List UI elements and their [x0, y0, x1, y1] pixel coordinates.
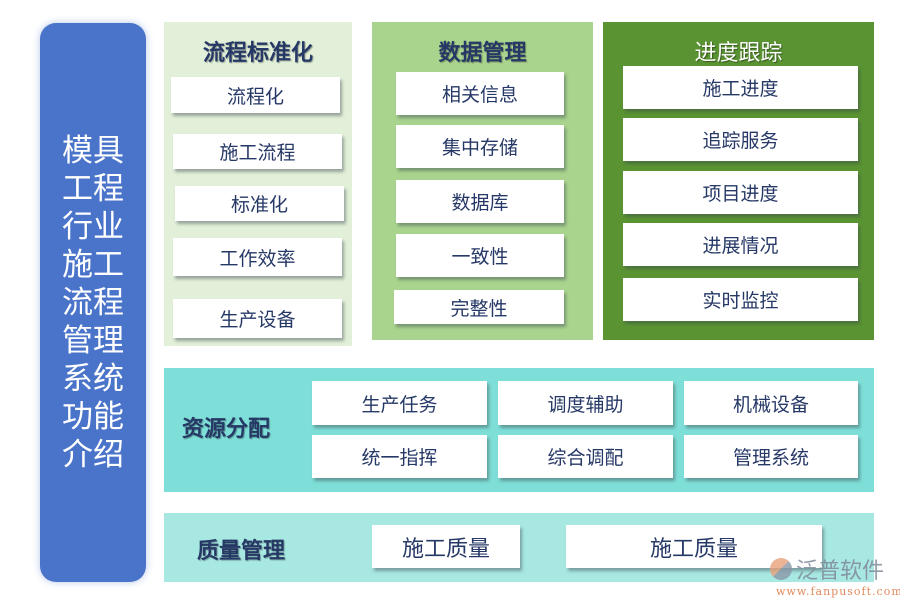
- watermark-brand: 泛普软件: [796, 559, 885, 584]
- system-title-bar: 模具工程行业施工流程管理系统功能介绍: [40, 23, 146, 582]
- resource-item: 生产任务: [312, 381, 487, 425]
- process-item: 标准化: [175, 186, 344, 221]
- process-title: 流程标准化: [202, 40, 313, 66]
- quality-title: 质量管理: [197, 538, 286, 564]
- resource-item: 管理系统: [684, 435, 858, 478]
- resource-title: 资源分配: [182, 416, 271, 442]
- progress-item: 追踪服务: [623, 118, 858, 161]
- quality-item: 施工质量: [372, 525, 520, 568]
- progress-item: 进展情况: [623, 223, 858, 266]
- logo-mark-icon: [770, 558, 792, 580]
- data-item: 一致性: [396, 234, 564, 277]
- system-title: 模具工程行业施工流程管理系统功能介绍: [62, 132, 124, 473]
- data-item: 完整性: [394, 290, 564, 324]
- progress-item: 实时监控: [623, 278, 858, 321]
- data-item: 相关信息: [396, 72, 564, 115]
- progress-title: 进度跟踪: [694, 41, 783, 66]
- progress-item: 施工进度: [623, 66, 858, 109]
- process-item: 施工流程: [173, 134, 342, 169]
- process-item: 生产设备: [173, 299, 342, 338]
- process-item: 流程化: [171, 77, 340, 113]
- watermark-logo: 泛普软件 www.fanpusoft.com: [770, 553, 900, 598]
- resource-item: 机械设备: [684, 381, 858, 425]
- resource-item: 调度辅助: [498, 381, 673, 425]
- process-item: 工作效率: [173, 238, 342, 276]
- data-item: 数据库: [396, 180, 564, 223]
- watermark-url: www.fanpusoft.com: [776, 585, 900, 598]
- data-item: 集中存储: [396, 125, 564, 168]
- progress-item: 项目进度: [623, 171, 858, 214]
- resource-item: 统一指挥: [312, 435, 487, 478]
- data-title: 数据管理: [438, 40, 527, 66]
- process-panel: 流程标准化: [164, 22, 352, 346]
- resource-item: 综合调配: [498, 435, 673, 478]
